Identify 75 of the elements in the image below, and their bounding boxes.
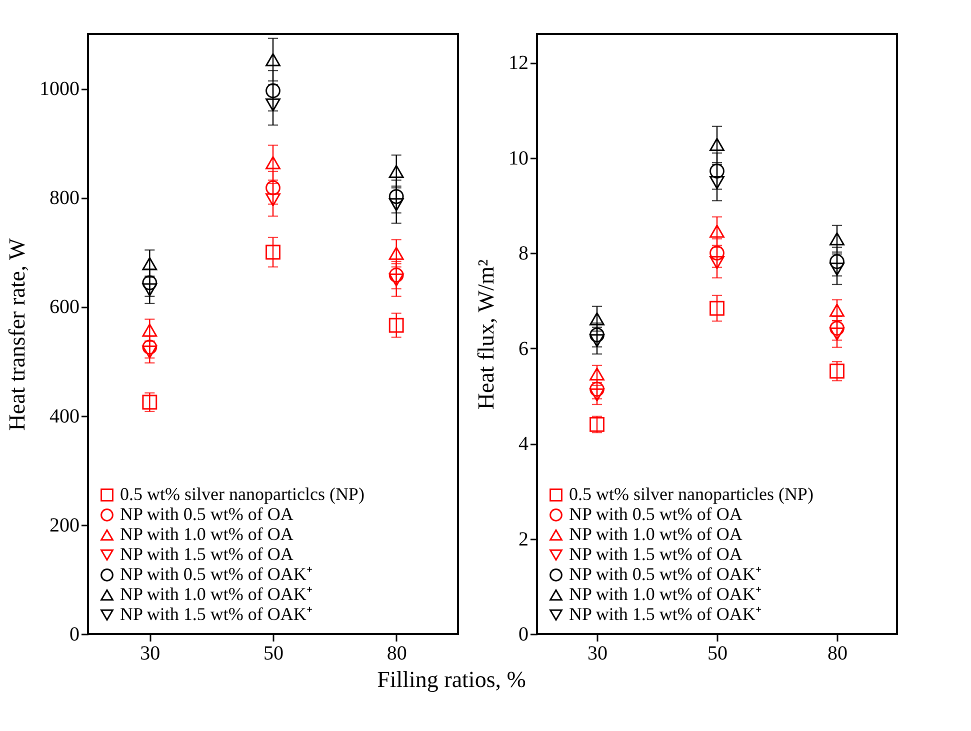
point bbox=[388, 246, 404, 260]
legend-label: NP with 1.0 wt% of OA bbox=[120, 524, 294, 544]
point bbox=[142, 394, 158, 410]
x-tick-label: 30 bbox=[140, 642, 160, 664]
y-tick-label: 0 bbox=[70, 624, 80, 646]
point bbox=[590, 312, 604, 326]
point bbox=[142, 283, 158, 296]
x-axis-title: Filling ratios, % bbox=[377, 667, 526, 692]
point bbox=[710, 246, 724, 260]
point bbox=[388, 318, 404, 333]
legend-label: NP with 0.5 wt% of OAK⁺ bbox=[569, 564, 762, 584]
x-tick-label: 50 bbox=[264, 642, 284, 664]
legend-label: NP with 1.0 wt% of OAK⁺ bbox=[569, 584, 762, 604]
y-tick-label: 12 bbox=[508, 52, 528, 74]
point bbox=[266, 244, 280, 260]
y-axis-title: Heat flux, W/m² bbox=[474, 259, 498, 410]
point bbox=[388, 189, 404, 204]
point bbox=[142, 275, 158, 290]
point bbox=[266, 156, 280, 170]
y-tick-label: 4 bbox=[518, 433, 528, 456]
point bbox=[710, 138, 724, 152]
y-tick-label: 6 bbox=[518, 338, 528, 360]
x-tick-label: 50 bbox=[708, 642, 728, 664]
point bbox=[142, 257, 158, 270]
point bbox=[830, 320, 844, 336]
point bbox=[830, 304, 844, 317]
legend-label: NP with 1.5 wt% of OAK⁺ bbox=[120, 604, 312, 624]
point bbox=[388, 198, 404, 212]
legend-label: 0.5 wt% silver nanoparticles (NP) bbox=[569, 484, 814, 504]
y-tick-label: 800 bbox=[50, 187, 80, 210]
point bbox=[830, 232, 844, 246]
point bbox=[830, 327, 844, 341]
y-tick-label: 10 bbox=[508, 147, 528, 170]
point bbox=[266, 53, 280, 66]
legend-label: NP with 1.0 wt% of OA bbox=[569, 524, 742, 544]
legend-label: NP with 0.5 wt% of OA bbox=[120, 504, 294, 524]
y-tick-label: 2 bbox=[518, 528, 528, 550]
point bbox=[266, 98, 280, 112]
point bbox=[388, 273, 404, 287]
y-tick-label: 400 bbox=[50, 405, 80, 428]
point bbox=[388, 268, 404, 283]
y-tick-label: 600 bbox=[50, 296, 80, 318]
point bbox=[266, 180, 280, 196]
legend-label: NP with 0.5 wt% of OAK⁺ bbox=[120, 564, 312, 584]
y-tick-label: 1000 bbox=[40, 78, 80, 100]
point bbox=[142, 345, 158, 359]
y-tick-label: 8 bbox=[518, 242, 528, 265]
x-tick-label: 80 bbox=[386, 642, 407, 664]
point bbox=[266, 193, 280, 206]
y-axis-title: Heat transfer rate, W bbox=[4, 238, 30, 431]
legend-label: NP with 1.5 wt% of OA bbox=[120, 544, 294, 564]
point bbox=[142, 324, 158, 337]
point bbox=[710, 256, 724, 270]
x-tick-label: 30 bbox=[588, 642, 608, 664]
y-tick-label: 200 bbox=[50, 514, 80, 536]
legend-label: NP with 0.5 wt% of OA bbox=[569, 504, 742, 524]
x-tick-label: 80 bbox=[828, 642, 848, 664]
legend-label: NP with 1.5 wt% of OA bbox=[569, 544, 742, 564]
y-tick-label: 0 bbox=[518, 624, 528, 646]
point bbox=[830, 262, 844, 276]
point bbox=[142, 340, 158, 355]
point bbox=[388, 164, 404, 178]
point bbox=[590, 388, 604, 402]
legend-label: NP with 1.0 wt% of OAK⁺ bbox=[120, 584, 312, 604]
point bbox=[710, 224, 724, 238]
point bbox=[590, 334, 604, 348]
point bbox=[830, 254, 844, 270]
point bbox=[710, 176, 724, 190]
legend-label: 0.5 wt% silver nanoparticlcs (NP) bbox=[120, 484, 364, 504]
point bbox=[710, 164, 724, 179]
legend-label: NP with 1.5 wt% of OAK⁺ bbox=[569, 604, 762, 624]
point bbox=[266, 83, 280, 98]
point bbox=[830, 364, 844, 379]
point bbox=[590, 328, 604, 342]
point bbox=[710, 300, 724, 316]
